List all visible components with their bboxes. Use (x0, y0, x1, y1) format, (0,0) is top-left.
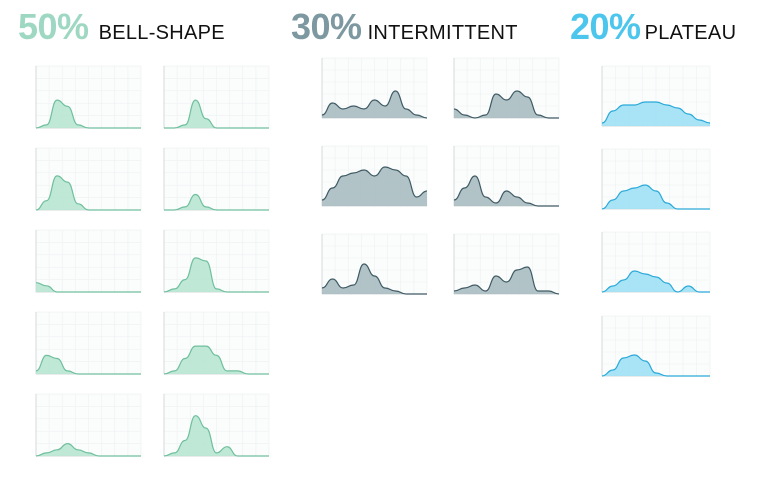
mini-chart-intermittent (453, 145, 560, 207)
series-line (163, 257, 269, 293)
series-line (321, 166, 428, 201)
mini-chart-bell-shape (35, 311, 142, 375)
mini-chart-intermittent (453, 233, 560, 295)
series-line (35, 175, 141, 211)
mini-chart-plateau (601, 315, 711, 377)
percent-intermittent: 30% (291, 6, 362, 47)
series-area (322, 167, 427, 206)
series-area (164, 100, 269, 128)
series-area (36, 175, 141, 210)
mini-chart-bell-shape (35, 229, 142, 293)
series-area (164, 194, 269, 210)
percent-plateau: 20% (570, 6, 641, 47)
mini-chart-intermittent (453, 57, 560, 119)
series-line (601, 354, 710, 377)
mini-chart-intermittent (321, 145, 428, 207)
mini-chart-bell-shape (35, 65, 142, 129)
series-line (35, 282, 141, 293)
series-area (36, 282, 141, 292)
series-line (163, 345, 270, 375)
series-line (601, 184, 710, 210)
series-area (164, 415, 269, 456)
series-line (163, 193, 269, 211)
header-intermittent: 30% INTERMITTENT (291, 6, 518, 47)
mini-chart-bell-shape (163, 65, 270, 129)
mini-chart-intermittent (321, 57, 428, 119)
label-intermittent: INTERMITTENT (367, 22, 518, 44)
series-area (322, 264, 427, 294)
label-plateau: PLATEAU (644, 22, 737, 44)
series-area (602, 355, 710, 376)
series-area (36, 443, 141, 456)
series-line (35, 99, 141, 129)
mini-chart-plateau (601, 148, 711, 210)
series-area (36, 355, 141, 374)
series-area (322, 91, 427, 118)
mini-chart-bell-shape (163, 393, 270, 457)
series-line (601, 101, 711, 124)
mini-chart-bell-shape (35, 147, 142, 211)
series-line (601, 270, 710, 293)
mini-chart-intermittent (321, 233, 428, 295)
series-line (163, 415, 269, 457)
series-area (454, 91, 559, 118)
series-line (163, 99, 269, 129)
series-area (36, 100, 141, 128)
series-line (453, 175, 559, 207)
series-line (35, 354, 142, 375)
mini-chart-bell-shape (163, 229, 270, 293)
mini-chart-plateau (601, 231, 711, 293)
series-area (602, 185, 710, 209)
header-plateau: 20% PLATEAU (570, 6, 737, 47)
percent-bell-shape: 50% (18, 6, 89, 47)
mini-chart-bell-shape (35, 393, 142, 457)
series-area (454, 267, 559, 294)
series-area (164, 257, 269, 292)
series-area (602, 102, 710, 126)
series-line (321, 90, 428, 119)
series-line (453, 90, 559, 119)
mini-chart-plateau (601, 65, 711, 127)
series-line (453, 266, 560, 295)
label-bell-shape: BELL-SHAPE (98, 22, 225, 44)
mini-chart-bell-shape (163, 311, 270, 375)
series-line (321, 263, 427, 295)
series-line (35, 442, 141, 457)
header-bell-shape: 50% BELL-SHAPE (18, 6, 225, 47)
mini-chart-bell-shape (163, 147, 270, 211)
